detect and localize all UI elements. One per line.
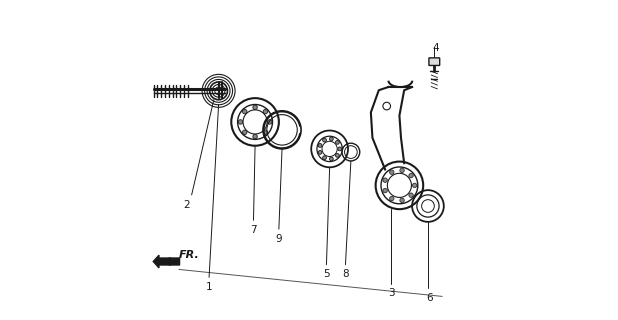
Text: 6: 6 — [426, 293, 433, 303]
Circle shape — [389, 196, 394, 201]
Circle shape — [242, 130, 247, 134]
Circle shape — [253, 134, 257, 139]
Circle shape — [412, 183, 417, 188]
Circle shape — [383, 178, 387, 182]
Text: 9: 9 — [276, 234, 282, 244]
Circle shape — [253, 105, 257, 109]
Text: 8: 8 — [342, 269, 349, 279]
Circle shape — [323, 156, 326, 160]
Circle shape — [329, 157, 333, 161]
Circle shape — [409, 193, 413, 197]
Circle shape — [336, 140, 339, 144]
Text: 5: 5 — [323, 269, 330, 279]
Circle shape — [268, 120, 272, 124]
Circle shape — [323, 138, 326, 142]
Text: 2: 2 — [184, 200, 190, 210]
Circle shape — [389, 170, 394, 174]
Circle shape — [239, 120, 243, 124]
Circle shape — [318, 144, 322, 147]
Circle shape — [400, 168, 404, 172]
Circle shape — [318, 150, 322, 154]
Circle shape — [242, 109, 247, 114]
Circle shape — [263, 130, 268, 134]
Circle shape — [409, 173, 413, 178]
Circle shape — [338, 147, 342, 151]
FancyBboxPatch shape — [429, 58, 439, 66]
Text: FR.: FR. — [179, 250, 199, 260]
Circle shape — [329, 137, 333, 141]
Circle shape — [336, 154, 339, 157]
Text: 4: 4 — [433, 43, 439, 52]
Circle shape — [263, 109, 268, 114]
Text: 1: 1 — [206, 282, 213, 292]
Text: 7: 7 — [250, 225, 257, 235]
Text: 3: 3 — [388, 288, 395, 299]
Circle shape — [383, 188, 387, 193]
FancyArrow shape — [153, 255, 180, 268]
Circle shape — [400, 198, 404, 203]
